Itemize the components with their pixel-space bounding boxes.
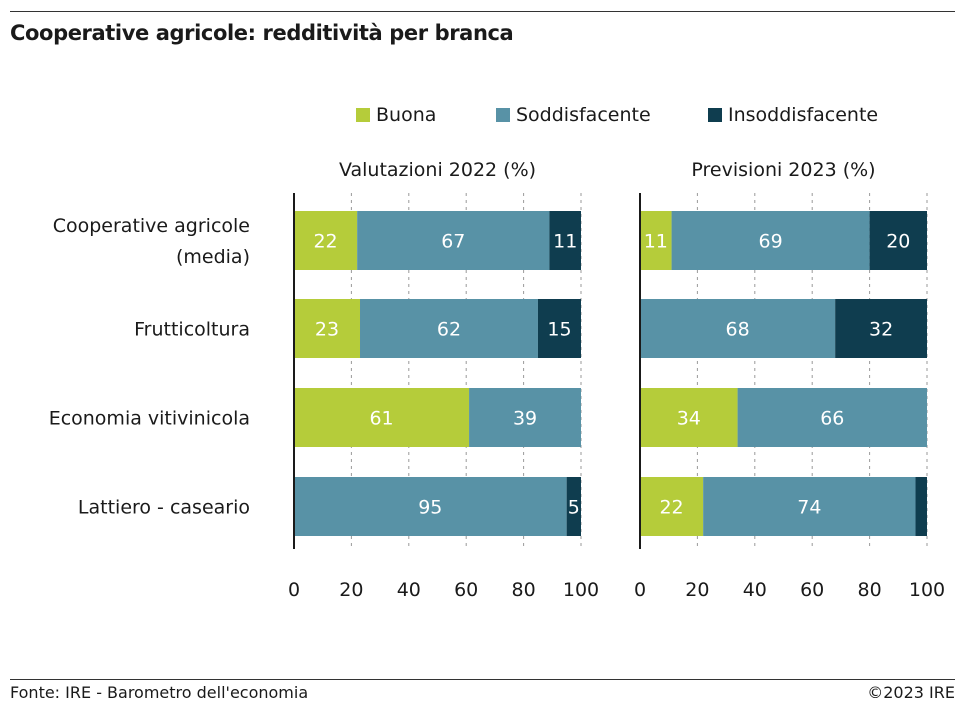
data-label: 69	[758, 231, 782, 253]
tick-label: 40	[743, 579, 767, 601]
data-label: 11	[553, 231, 577, 253]
data-label: 66	[820, 408, 844, 430]
legend-label-soddisfacente: Soddisfacente	[516, 104, 651, 126]
legend-label-insoddisfacente: Insoddisfacente	[728, 104, 879, 126]
panel-title: Previsioni 2023 (%)	[691, 159, 875, 181]
legend-item-buona: Buona	[356, 104, 436, 126]
bar-segment	[549, 211, 581, 270]
bar-segment	[640, 211, 672, 270]
category-label: Lattiero - caseario	[78, 497, 250, 519]
data-label: 61	[369, 408, 393, 430]
legend-swatch-insoddisfacente	[708, 108, 722, 122]
panel-title: Valutazioni 2022 (%)	[339, 159, 536, 181]
tick-label: 80	[512, 579, 536, 601]
bar-segment	[737, 388, 927, 447]
data-label: 5	[568, 497, 580, 519]
data-label: 68	[725, 319, 749, 341]
legend-item-soddisfacente: Soddisfacente	[496, 104, 651, 126]
footer-source: Fonte: IRE - Barometro dell'economia	[10, 683, 309, 702]
data-label: 39	[513, 408, 537, 430]
tick-label: 0	[634, 579, 646, 601]
bar-segment	[671, 211, 870, 270]
data-label: 34	[677, 408, 701, 430]
tick-label: 100	[563, 579, 599, 601]
tick-label: 20	[685, 579, 709, 601]
legend-swatch-soddisfacente	[496, 108, 510, 122]
legend-label-buona: Buona	[376, 104, 437, 126]
bar-segment	[869, 211, 927, 270]
bar-segment	[357, 211, 550, 270]
tick-label: 0	[288, 579, 300, 601]
bar-segment	[566, 477, 581, 536]
data-label: 74	[797, 497, 821, 519]
bar-segment	[469, 388, 581, 447]
legend-swatch-buona	[356, 108, 370, 122]
bar-segment	[294, 211, 358, 270]
tick-label: 80	[858, 579, 882, 601]
category-label: (media)	[176, 246, 250, 268]
bar-segment	[360, 299, 538, 358]
tick-label: 60	[800, 579, 824, 601]
bar-segment	[537, 299, 581, 358]
bar-segment	[640, 299, 836, 358]
data-label: 20	[886, 231, 910, 253]
bar-segment	[294, 388, 470, 447]
data-label: 23	[315, 319, 339, 341]
bar-segment	[703, 477, 916, 536]
category-label: Cooperative agricole	[53, 215, 250, 237]
bar-segment	[640, 388, 738, 447]
data-label: 15	[547, 319, 571, 341]
top-rule	[10, 11, 955, 12]
bottom-rule	[10, 679, 955, 680]
tick-label: 100	[909, 579, 945, 601]
data-label: 62	[437, 319, 461, 341]
bar-segment	[640, 477, 704, 536]
category-label: Frutticoltura	[134, 319, 250, 341]
tick-label: 20	[339, 579, 363, 601]
category-label: Economia vitivinicola	[49, 408, 250, 430]
bar-segment	[915, 477, 927, 536]
data-label: 32	[869, 319, 893, 341]
data-label: 67	[441, 231, 465, 253]
chart-title: Cooperative agricole: redditività per br…	[10, 21, 514, 45]
bar-segment	[294, 477, 567, 536]
tick-label: 60	[454, 579, 478, 601]
footer-copyright: ©2023 IRE	[867, 683, 955, 702]
data-label: 95	[418, 497, 442, 519]
legend-item-insoddisfacente: Insoddisfacente	[708, 104, 878, 126]
data-label: 11	[644, 231, 668, 253]
bar-segment	[835, 299, 927, 358]
tick-label: 40	[397, 579, 421, 601]
data-label: 22	[659, 497, 683, 519]
data-label: 22	[313, 231, 337, 253]
bar-segment	[294, 299, 361, 358]
